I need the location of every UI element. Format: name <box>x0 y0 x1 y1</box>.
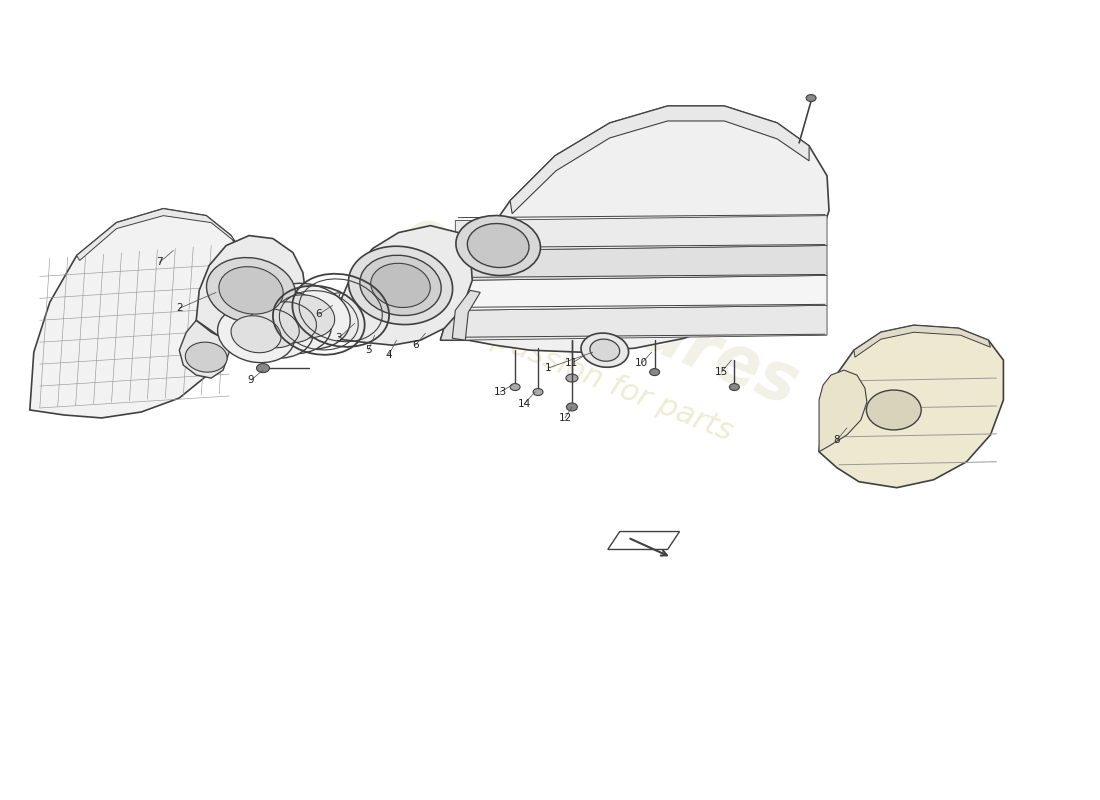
Ellipse shape <box>349 246 452 325</box>
Polygon shape <box>30 209 243 418</box>
Ellipse shape <box>246 290 331 354</box>
Ellipse shape <box>207 258 296 323</box>
Ellipse shape <box>210 283 252 314</box>
Ellipse shape <box>218 306 295 362</box>
Polygon shape <box>820 370 867 452</box>
Ellipse shape <box>232 298 314 358</box>
Text: 5: 5 <box>365 345 372 355</box>
Ellipse shape <box>185 342 227 372</box>
Ellipse shape <box>201 276 261 321</box>
Polygon shape <box>77 209 236 261</box>
Text: 7: 7 <box>156 258 163 267</box>
Ellipse shape <box>262 283 350 350</box>
Polygon shape <box>608 531 680 550</box>
Text: 1: 1 <box>544 363 551 373</box>
Ellipse shape <box>246 309 299 348</box>
Polygon shape <box>820 326 1003 488</box>
Text: eurospares: eurospares <box>392 201 807 420</box>
Text: 13: 13 <box>494 387 507 397</box>
Polygon shape <box>455 216 827 250</box>
Ellipse shape <box>256 364 270 373</box>
Polygon shape <box>319 292 341 338</box>
Text: 6: 6 <box>412 340 419 350</box>
Ellipse shape <box>565 374 578 382</box>
Ellipse shape <box>566 403 578 411</box>
Ellipse shape <box>262 302 317 342</box>
Text: 3: 3 <box>336 334 342 343</box>
Text: 14: 14 <box>517 399 530 409</box>
Text: 11: 11 <box>565 358 579 368</box>
Ellipse shape <box>534 389 543 395</box>
Polygon shape <box>854 326 990 357</box>
Polygon shape <box>440 290 471 340</box>
Polygon shape <box>455 306 827 340</box>
Text: a passion for parts: a passion for parts <box>462 314 737 447</box>
Ellipse shape <box>806 94 816 102</box>
Ellipse shape <box>510 383 520 390</box>
Polygon shape <box>196 235 306 346</box>
Polygon shape <box>440 106 829 352</box>
Text: 4: 4 <box>385 350 392 360</box>
Text: 8: 8 <box>834 435 840 445</box>
Polygon shape <box>510 106 810 214</box>
Ellipse shape <box>277 295 334 338</box>
Ellipse shape <box>231 316 280 353</box>
Ellipse shape <box>581 333 628 367</box>
Text: 2: 2 <box>176 303 183 314</box>
Ellipse shape <box>867 390 921 430</box>
Text: 9: 9 <box>248 375 254 385</box>
Text: 15: 15 <box>715 367 728 377</box>
Ellipse shape <box>729 383 739 390</box>
Ellipse shape <box>590 339 619 362</box>
Text: 6: 6 <box>316 310 322 319</box>
Polygon shape <box>455 275 827 310</box>
Text: 12: 12 <box>559 413 572 423</box>
Ellipse shape <box>468 223 529 267</box>
Polygon shape <box>452 290 481 340</box>
Ellipse shape <box>219 266 283 314</box>
Polygon shape <box>331 226 472 345</box>
Ellipse shape <box>455 215 540 275</box>
Ellipse shape <box>650 369 660 375</box>
Polygon shape <box>179 320 229 378</box>
Text: 10: 10 <box>635 358 648 368</box>
Ellipse shape <box>360 255 441 315</box>
Ellipse shape <box>371 263 430 307</box>
Polygon shape <box>455 246 827 281</box>
